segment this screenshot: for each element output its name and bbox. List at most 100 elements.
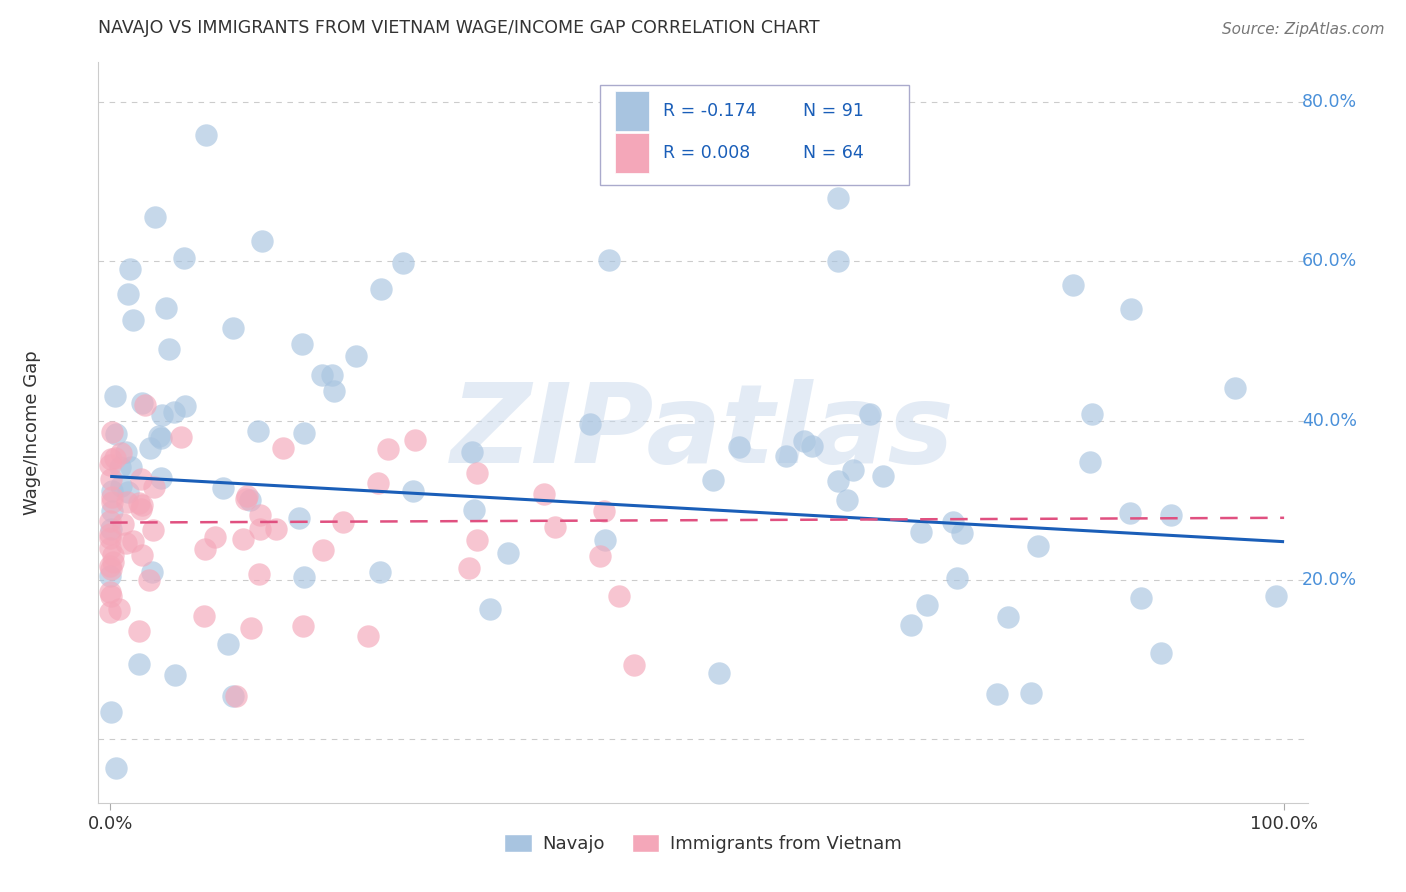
Point bbox=[98, 605, 121, 619]
Point bbox=[478, 601, 501, 615]
Point bbox=[377, 442, 399, 456]
Point bbox=[1021, 685, 1043, 699]
Point bbox=[131, 498, 153, 512]
Point bbox=[370, 282, 392, 296]
Text: 80.0%: 80.0% bbox=[1302, 94, 1357, 112]
Point bbox=[194, 541, 217, 556]
Text: NAVAJO VS IMMIGRANTS FROM VIETNAM WAGE/INCOME GAP CORRELATION CHART: NAVAJO VS IMMIGRANTS FROM VIETNAM WAGE/I… bbox=[98, 19, 820, 37]
Point bbox=[1129, 591, 1152, 606]
Point bbox=[155, 301, 177, 316]
Point bbox=[148, 429, 170, 443]
Point bbox=[544, 520, 567, 534]
Point bbox=[104, 451, 127, 466]
Point bbox=[225, 690, 247, 704]
Point bbox=[775, 449, 797, 463]
Point bbox=[115, 494, 138, 508]
Point bbox=[623, 658, 645, 673]
Point bbox=[793, 434, 815, 448]
Point bbox=[247, 567, 270, 582]
Point bbox=[589, 549, 612, 563]
Point bbox=[169, 429, 191, 443]
Point bbox=[915, 599, 938, 613]
Point bbox=[101, 490, 124, 504]
Point bbox=[195, 128, 218, 142]
FancyBboxPatch shape bbox=[614, 91, 648, 131]
Point bbox=[392, 256, 415, 270]
Point bbox=[357, 629, 380, 643]
FancyBboxPatch shape bbox=[600, 85, 908, 185]
Legend: Navajo, Immigrants from Vietnam: Navajo, Immigrants from Vietnam bbox=[498, 827, 908, 861]
Point bbox=[134, 398, 156, 412]
Point bbox=[149, 470, 172, 484]
Point bbox=[104, 426, 127, 441]
Point bbox=[128, 496, 150, 510]
Point bbox=[101, 504, 124, 518]
Text: 60.0%: 60.0% bbox=[1302, 252, 1357, 270]
Point bbox=[997, 610, 1019, 624]
Point bbox=[100, 472, 122, 486]
Point bbox=[222, 689, 245, 703]
Point bbox=[157, 342, 180, 356]
Point bbox=[112, 516, 135, 531]
Point bbox=[498, 546, 520, 560]
Point bbox=[117, 484, 139, 499]
Point bbox=[1264, 589, 1286, 603]
Point bbox=[100, 451, 122, 466]
FancyBboxPatch shape bbox=[614, 133, 648, 173]
Point bbox=[212, 481, 235, 495]
Point bbox=[222, 321, 245, 335]
Point bbox=[292, 619, 315, 633]
Text: N = 91: N = 91 bbox=[803, 102, 865, 120]
Point bbox=[100, 585, 122, 599]
Point bbox=[910, 524, 932, 539]
Point bbox=[458, 561, 481, 575]
Point bbox=[105, 761, 128, 775]
Text: R = 0.008: R = 0.008 bbox=[664, 144, 751, 161]
Point bbox=[131, 396, 153, 410]
Point bbox=[592, 504, 614, 518]
Point bbox=[101, 483, 124, 498]
Point bbox=[98, 527, 121, 541]
Point bbox=[950, 525, 973, 540]
Point bbox=[100, 522, 122, 536]
Point bbox=[110, 446, 132, 460]
Text: Wage/Income Gap: Wage/Income Gap bbox=[22, 351, 41, 515]
Text: Source: ZipAtlas.com: Source: ZipAtlas.com bbox=[1222, 22, 1385, 37]
Text: R = -0.174: R = -0.174 bbox=[664, 102, 756, 120]
Point bbox=[292, 426, 315, 441]
Point bbox=[239, 493, 262, 508]
Point bbox=[100, 590, 122, 604]
Point bbox=[115, 536, 138, 550]
Point bbox=[249, 508, 271, 523]
Point bbox=[264, 522, 287, 536]
Point bbox=[108, 459, 131, 474]
Point bbox=[273, 442, 295, 456]
Point bbox=[143, 210, 166, 224]
Point bbox=[323, 384, 346, 399]
Point bbox=[128, 657, 150, 671]
Point bbox=[131, 548, 153, 562]
Point bbox=[235, 492, 257, 507]
Point bbox=[1121, 302, 1143, 317]
Point bbox=[288, 511, 311, 525]
Point bbox=[142, 480, 165, 494]
Point bbox=[232, 532, 254, 546]
Point bbox=[942, 515, 965, 529]
Point bbox=[291, 337, 314, 351]
Text: N = 64: N = 64 bbox=[803, 144, 865, 161]
Point bbox=[461, 444, 484, 458]
Point bbox=[827, 254, 849, 268]
Point bbox=[465, 466, 488, 480]
Point bbox=[122, 533, 145, 548]
Point bbox=[533, 487, 555, 501]
Text: 20.0%: 20.0% bbox=[1302, 571, 1357, 589]
Point bbox=[1119, 506, 1142, 520]
Text: 40.0%: 40.0% bbox=[1302, 412, 1357, 430]
Point bbox=[311, 368, 333, 383]
Point bbox=[842, 462, 865, 476]
Point bbox=[101, 556, 124, 570]
Text: ZIPatlas: ZIPatlas bbox=[451, 379, 955, 486]
Point bbox=[173, 399, 195, 413]
Point bbox=[98, 541, 121, 556]
Point bbox=[593, 533, 616, 547]
